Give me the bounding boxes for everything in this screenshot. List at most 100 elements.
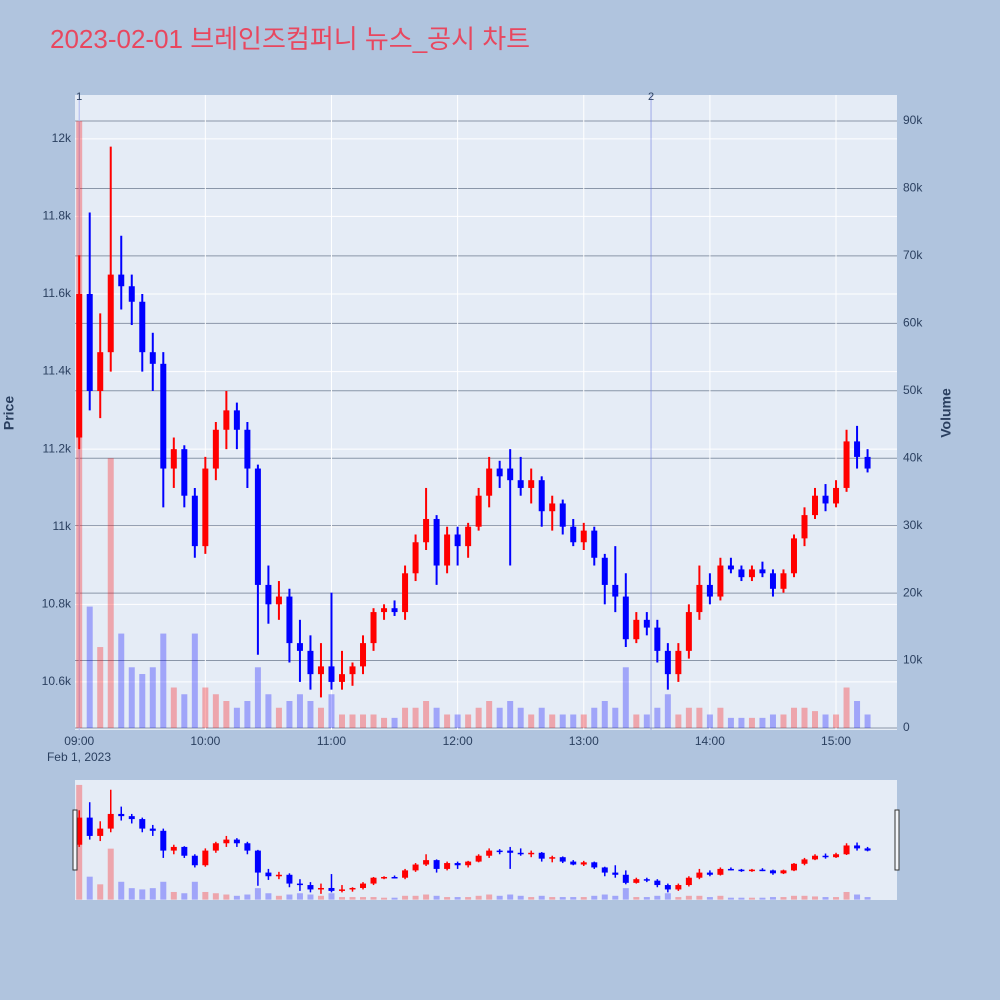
range-handle-right[interactable] [894,809,900,871]
volume-bar [370,897,377,900]
candle-body [381,608,388,613]
candle-body [601,557,608,585]
candle-body [465,861,472,866]
volume-bar [706,897,713,900]
volume-bar [475,707,482,728]
volume-bar [496,707,503,728]
volume-bar [349,897,356,900]
volume-bar [181,694,188,728]
annotation-label: 1 [76,91,82,103]
candle-body [128,286,135,302]
candle-body [160,830,167,851]
volume-bar [549,714,556,728]
candle-body [727,868,734,871]
volume-bar [538,895,545,900]
volume-bar [139,674,146,728]
volume-bar [790,707,797,728]
candle-body [559,857,566,862]
candle-body [812,855,819,860]
y-tick-label: 11k [53,519,72,533]
volume-bar [769,714,776,728]
volume-bar [244,894,251,900]
candle-body [328,666,335,682]
volume-bar [790,895,797,900]
range-slider[interactable] [75,780,897,900]
y2-tick-label: 20k [903,585,923,599]
candle-body [107,274,114,353]
volume-bar [202,687,209,728]
volume-bar [170,891,177,900]
candle-body [338,889,345,891]
candle-body [643,879,650,881]
candle-body [233,839,240,844]
candle-body [601,867,608,873]
volume-bar [338,897,345,900]
candle-body [412,542,419,574]
candle-body [780,870,787,874]
y2-tick-label: 90k [903,113,923,127]
volume-bar [748,717,755,728]
volume-bar [307,701,314,728]
volume-bar [559,714,566,728]
volume-bar [685,707,692,728]
candle-body [549,503,556,512]
candle-body [486,850,493,856]
volume-bar [475,895,482,900]
candle-body [286,596,293,644]
candle-body [622,874,629,883]
candle-body [97,352,104,391]
volume-bar [864,714,871,728]
volume-bar [118,881,125,900]
volume-bar [664,694,671,728]
y2-tick-label: 40k [903,450,923,464]
volume-bar [538,707,545,728]
y-tick-label: 11.8k [43,209,72,223]
annotation-label: 2 [648,91,654,103]
candle-body [76,817,83,845]
candle-body [822,495,829,504]
volume-bar [149,667,156,728]
volume-bar [696,707,703,728]
candle-body [254,850,261,873]
candle-body [391,876,398,879]
candle-body [454,534,461,547]
volume-bar [591,895,598,900]
candle-body [643,619,650,628]
candle-body [254,468,261,585]
candle-body [212,843,219,851]
candle-body [149,352,156,364]
candle-body [296,643,303,651]
volume-bar [833,897,840,900]
y2-tick-label: 30k [903,518,923,532]
candle-body [454,863,461,866]
volume-bar [191,633,198,728]
y-tick-label: 11.4k [43,364,72,378]
candle-body [864,848,871,851]
candle-body [528,852,535,855]
candle-body [591,530,598,558]
volume-bar [412,895,419,900]
volume-bar [696,895,703,900]
chart-title: 2023-02-01 브레인즈컴퍼니 뉴스_공시 차트 [50,24,530,54]
y2-tick-label: 50k [903,383,923,397]
candle-body [507,468,514,481]
range-handle-left[interactable] [72,809,78,871]
volume-bar [202,891,209,900]
y-tick-label: 11.2k [43,441,72,455]
volume-bar [717,895,724,900]
candle-body [86,293,93,391]
volume-bar [854,701,861,728]
volume-bar [381,717,388,728]
volume-bar [338,714,345,728]
candle-body [675,885,682,890]
candle-body [738,869,745,872]
volume-bar [570,897,577,900]
volume-bar [759,717,766,728]
candle-body [833,854,840,858]
candle-body [696,872,703,878]
volume-bar [454,714,461,728]
candle-body [549,857,556,859]
volume-bar [86,606,93,728]
candle-body [864,456,871,469]
candle-body [160,363,167,469]
